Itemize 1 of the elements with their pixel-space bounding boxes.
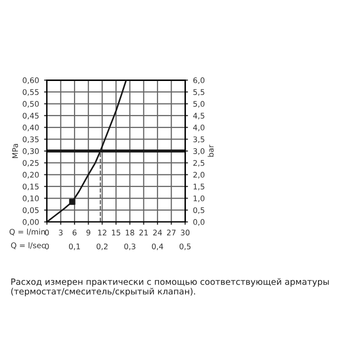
- text: Расход измерен практически с помощью соответствующей арматуры (термостат/смеситель/скрытый клапан).: [11, 278, 329, 296]
